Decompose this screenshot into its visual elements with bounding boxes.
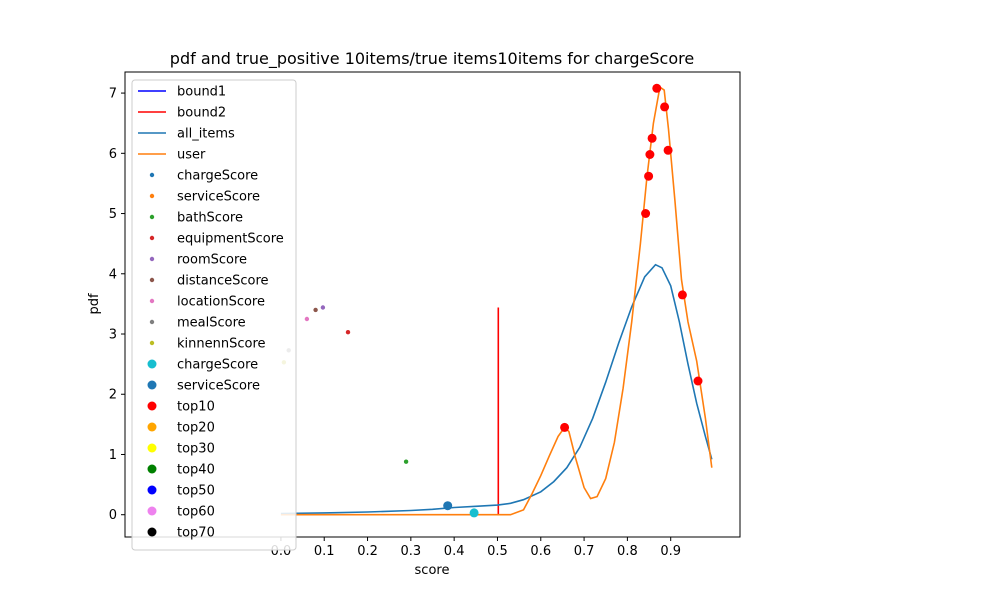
axes-frame [124,71,741,538]
legend-label-locationscore: locationScore [177,295,265,310]
legend-swatch-distancescore [149,277,155,283]
scatter-point-top10-11-6 [660,102,670,112]
x-axis: 0.0 0.1 0.2 0.3 0.4 0.5 0.6 0.7 0.8 0.9 [271,537,681,559]
x-tick-label: 0.3 [401,544,422,559]
scatter-point-top10-11-0 [560,422,570,432]
y-axis: 0 1 2 3 4 5 6 7 [109,87,125,523]
x-tick-label: 0.2 [357,544,378,559]
legend-swatch-top20 [147,422,157,432]
legend-swatch-servicescore [147,380,157,390]
legend-label-user: user [177,148,206,163]
legend-label-top50: top50 [177,484,215,499]
scatter-point-top10-11-8 [677,290,687,300]
scatter-point-top10-11-1 [641,209,651,218]
legend-label-top10: top10 [177,400,215,415]
scatter-point-top10-11-2 [644,171,654,181]
legend-label-top30: top30 [177,442,215,457]
legend-label-servicescore: serviceScore [177,379,260,394]
legend-swatch-equipmentscore [149,235,155,241]
series-line-user [280,85,713,516]
legend-swatch-top30 [147,443,157,453]
y-tick-label: 6 [109,147,117,162]
legend-swatch-kinnennscore [149,340,155,346]
legend-swatch-top50 [147,485,157,495]
x-tick-label: 0.9 [660,544,681,559]
legend-swatch-chargescore [147,359,157,369]
chart-title: pdf and true_positive 10items/true items… [170,49,694,69]
legend-label-bound1: bound1 [177,85,226,100]
legend-label-chargescore: chargeScore [177,169,258,184]
x-tick-label: 0.8 [617,544,638,559]
scatter-point-top10-11-5 [652,83,662,93]
y-tick-label: 1 [109,448,117,463]
scatter-point-top10-11-7 [663,145,673,155]
legend-label-equipmentscore: equipmentScore [177,232,284,247]
y-tick-label: 5 [109,207,117,222]
y-tick-label: 3 [109,328,117,343]
scatter-point-equipmentscore-3-0 [345,330,351,335]
scatter-point-top10-11-9 [693,376,703,386]
legend-label-bathscore: bathScore [177,211,243,226]
legend-label-top40: top40 [177,463,215,478]
legend-swatch-top40 [147,464,157,474]
legend-label-mealscore: mealScore [177,316,246,331]
y-axis-label: pdf [87,293,102,315]
legend-label-all-items: all_items [177,127,235,142]
legend-swatch-top60 [147,506,157,516]
legend-label-roomscore: roomScore [177,253,247,268]
legend-label-bound2: bound2 [177,106,226,121]
y-tick-label: 0 [109,508,117,523]
scatter-point-servicescore-10-0 [443,501,453,511]
legend-label-distancescore: distanceScore [177,274,269,289]
y-tick-label: 4 [109,267,117,282]
legend-label-servicescore: serviceScore [177,190,260,205]
legend-label-top20: top20 [177,421,215,436]
legend-label-top60: top60 [177,505,215,520]
legend-swatch-servicescore [149,193,155,199]
x-tick-label: 0.4 [444,544,465,559]
scatter-point-chargescore-9-0 [469,508,479,518]
scatter-point-locationscore-6-0 [304,316,310,322]
legend-swatch-bathscore [149,214,155,220]
x-tick-label: 0.5 [487,544,508,559]
legend-swatch-top70 [147,527,157,537]
legend-swatch-mealscore [149,319,155,325]
x-tick-label: 0.6 [530,544,551,559]
legend-box [131,79,297,551]
legend-swatch-roomscore [149,256,155,262]
scatter-point-top10-11-3 [645,150,655,159]
series-line-all-items [280,263,713,515]
legend-swatch-top10 [147,401,157,411]
legend-label-top70: top70 [177,526,215,541]
x-tick-label: 0.1 [314,544,335,559]
scatter-point-roomscore-4-0 [320,305,326,310]
x-axis-label: score [415,563,450,578]
legend-label-chargescore: chargeScore [177,358,258,373]
legend-label-kinnennscore: kinnennScore [177,337,266,352]
scatter-point-bathscore-2-0 [403,459,409,464]
scatter-point-top10-11-4 [647,133,657,143]
legend-swatch-chargescore [149,172,155,178]
scatter-point-distancescore-5-0 [313,307,318,313]
x-tick-label: 0.7 [574,544,595,559]
plot-area [280,83,713,518]
y-tick-label: 7 [109,87,117,102]
y-tick-label: 2 [109,388,117,403]
legend-swatch-locationscore [149,298,155,304]
